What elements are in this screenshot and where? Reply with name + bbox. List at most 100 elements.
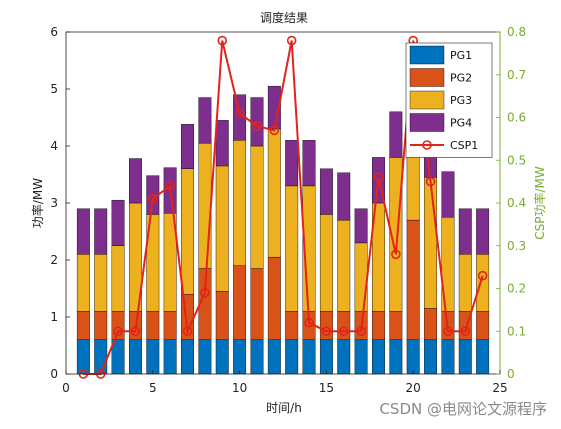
bar-pg4-t13 <box>285 140 299 187</box>
y-left-tick-label-1: 1 <box>50 310 58 324</box>
bar-pg4-t2 <box>94 208 108 255</box>
bar-pg3-t2 <box>94 254 108 312</box>
bar-pg2-t11 <box>250 268 264 340</box>
bar-pg3-t24 <box>476 254 490 312</box>
y-right-tick-label-0.2: 0.2 <box>507 282 526 296</box>
point-csp1-t4 <box>130 326 141 337</box>
bar-pg1-t14 <box>302 339 316 375</box>
point-csp1-t21 <box>425 176 436 187</box>
bar-pg1-t2 <box>94 339 108 375</box>
bar-pg2-t10 <box>233 265 247 341</box>
bar-pg3-t15 <box>319 214 333 312</box>
point-csp1-t6 <box>165 181 175 191</box>
y-right-tick-label-0.3: 0.3 <box>507 239 526 253</box>
point-csp1-t24 <box>477 270 488 281</box>
bar-pg2-t21 <box>424 308 438 341</box>
point-csp1-t12 <box>269 125 280 136</box>
watermark-text: CSDN @电网论文源程序 <box>379 400 547 418</box>
bar-pg1-t18 <box>372 339 385 375</box>
bar-pg4-t15 <box>319 168 333 215</box>
bar-pg1-t9 <box>215 339 229 375</box>
bar-pg4-t23 <box>458 208 472 255</box>
bar-pg2-t19 <box>389 311 403 340</box>
y-left-tick-label-3: 3 <box>50 196 58 210</box>
point-csp1-t19 <box>391 249 401 260</box>
legend-swatch-pg4 <box>409 113 445 132</box>
point-csp1-t8 <box>200 287 210 298</box>
bar-pg1-t13 <box>285 339 299 375</box>
bar-pg1-t19 <box>389 339 403 375</box>
point-csp1-t14 <box>304 317 314 328</box>
y-right-tick-label-0.6: 0.6 <box>507 111 526 125</box>
x-tick-label-15: 15 <box>319 381 334 395</box>
bar-pg1-t6 <box>163 339 177 375</box>
bar-pg1-t15 <box>319 339 333 375</box>
bar-pg1-t11 <box>250 339 264 375</box>
y-right-tick-label-0.8: 0.8 <box>507 25 526 39</box>
bar-pg3-t9 <box>215 165 229 292</box>
bar-pg1-t20 <box>406 339 420 375</box>
axes-layer: 0 5 10 15 20 25012345600.10.20.30.40.50.60.70… <box>50 25 526 395</box>
bar-pg4-t3 <box>111 199 125 246</box>
bar-pg4-t4 <box>128 158 142 204</box>
bar-pg2-t12 <box>267 256 281 340</box>
bar-pg3-t8 <box>198 142 212 269</box>
bar-pg3-t10 <box>233 140 247 266</box>
legend-marker-csp1 <box>422 140 432 150</box>
y-left-tick-label-6: 6 <box>50 25 58 39</box>
bar-pg1-t4 <box>128 339 142 375</box>
bar-pg2-t5 <box>146 311 160 340</box>
bar-pg1-t23 <box>458 339 472 375</box>
bar-pg1-t17 <box>354 339 368 375</box>
bar-pg3-t3 <box>111 245 125 312</box>
x-tick-label-5: 5 <box>149 381 157 395</box>
legend-swatch-pg2 <box>409 68 445 87</box>
point-csp1-t15 <box>321 326 332 337</box>
legend-label-pg2: PG2 <box>450 72 472 85</box>
bar-pg4-t1 <box>76 208 90 255</box>
bar-pg3-t1 <box>76 254 90 312</box>
bar-pg3-t21 <box>424 177 438 309</box>
bar-pg3-t23 <box>458 254 472 312</box>
legend-label-pg3: PG3 <box>450 94 472 107</box>
bar-pg2-t6 <box>163 311 177 340</box>
bar-pg4-t19 <box>389 111 403 158</box>
y-left-tick-label-0: 0 <box>50 367 58 381</box>
bar-pg3-t12 <box>267 128 281 258</box>
bar-pg3-t11 <box>250 145 264 269</box>
bar-pg1-t16 <box>337 339 351 375</box>
point-csp1-t22 <box>443 326 453 337</box>
bar-pg1-t8 <box>198 339 212 375</box>
bar-pg4-t7 <box>181 124 194 169</box>
bar-pg1-t12 <box>267 339 281 375</box>
bar-pg3-t13 <box>285 185 299 312</box>
x-tick-label-10: 10 <box>232 381 247 395</box>
bar-pg4-t17 <box>354 208 368 244</box>
point-csp1-t10 <box>234 108 245 119</box>
bars-layer <box>76 54 490 375</box>
bar-pg3-t16 <box>337 219 351 312</box>
y-right-tick-label-0.7: 0.7 <box>507 68 526 82</box>
bar-pg1-t21 <box>424 339 438 375</box>
point-csp1-t13 <box>286 35 297 46</box>
chart-title: 调度结果 <box>260 10 308 25</box>
y-right-tick-label-0: 0 <box>507 367 515 381</box>
bar-pg4-t22 <box>441 171 455 218</box>
bar-pg4-t14 <box>302 140 316 187</box>
bar-pg2-t13 <box>285 311 299 340</box>
x-tick-label-0: 0 <box>62 381 70 395</box>
bar-pg4-t9 <box>215 120 229 167</box>
point-csp1-t23 <box>460 326 471 337</box>
y-axis-label-right: CSP功率/MW <box>532 166 547 240</box>
bar-pg2-t18 <box>372 311 385 340</box>
bar-pg4-t24 <box>476 208 490 255</box>
bar-pg4-t16 <box>337 172 351 221</box>
bar-pg1-t5 <box>146 339 160 375</box>
y-left-tick-label-5: 5 <box>50 82 58 96</box>
x-tick-label-25: 25 <box>492 381 507 395</box>
point-csp1-t16 <box>338 326 349 337</box>
point-csp1-t5 <box>148 193 158 204</box>
bar-pg2-t2 <box>94 311 108 340</box>
bar-pg1-t3 <box>111 339 125 375</box>
